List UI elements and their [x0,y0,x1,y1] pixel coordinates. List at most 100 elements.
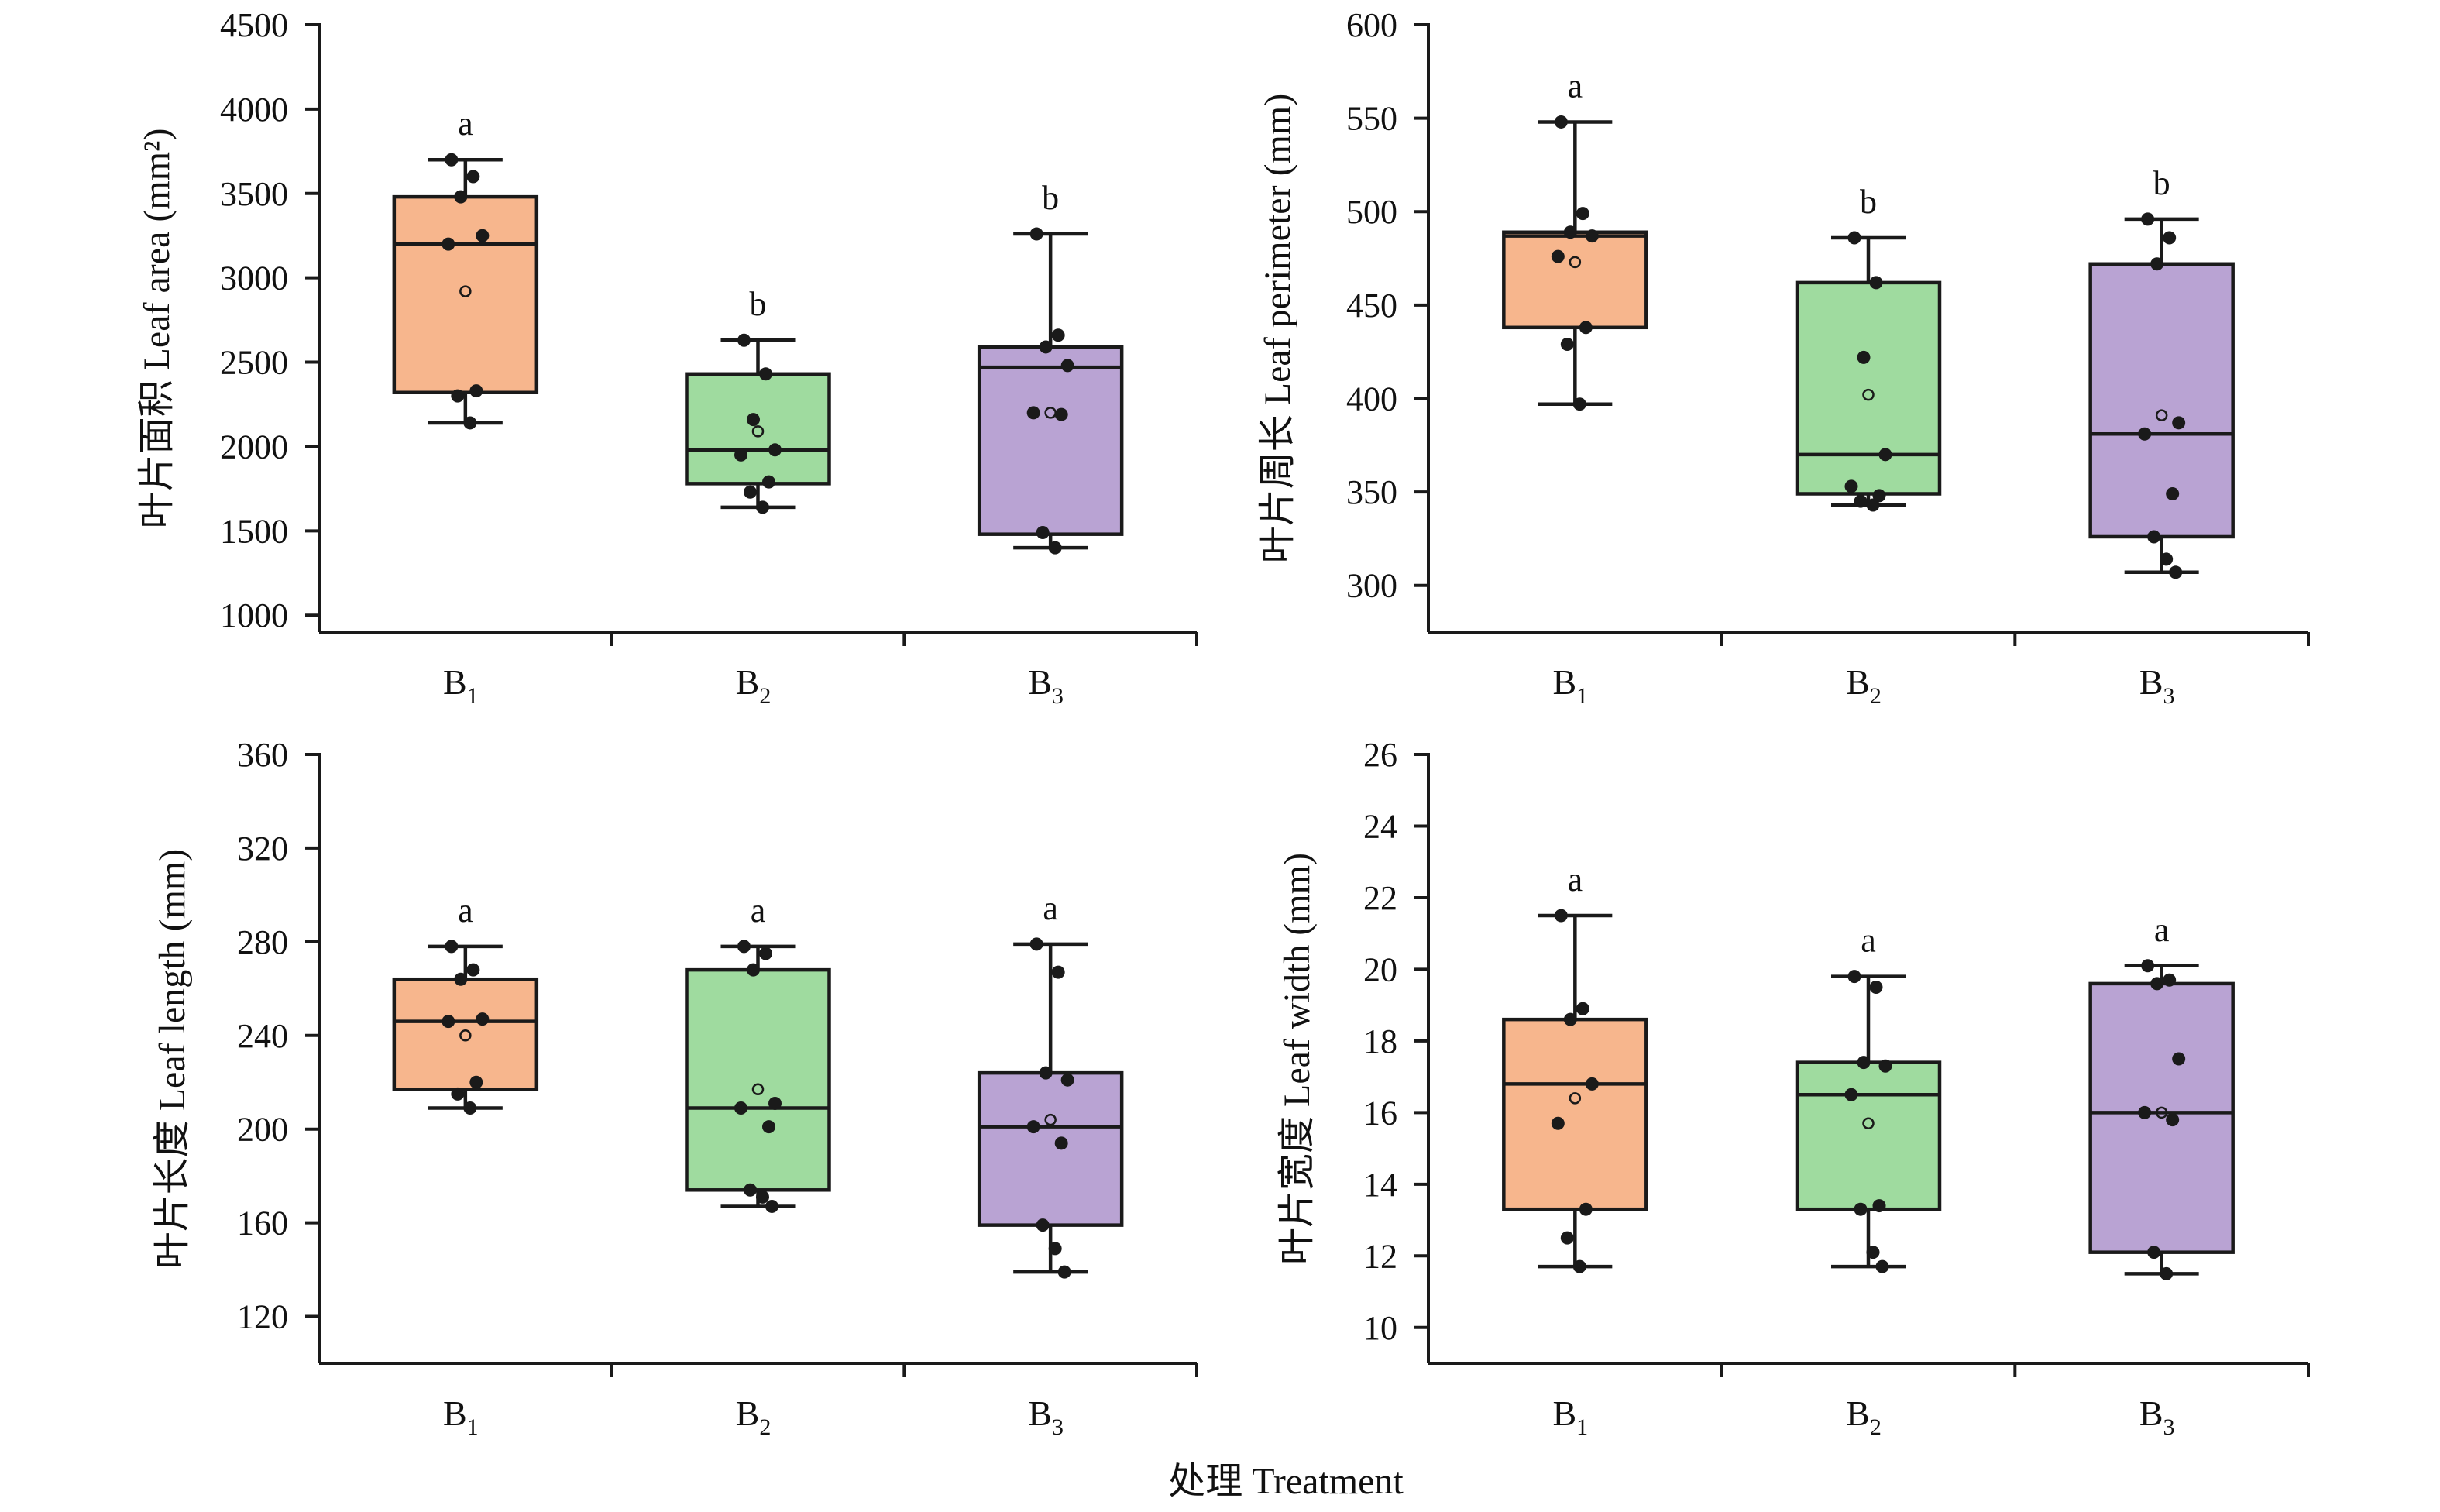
data-point [1579,321,1593,335]
data-point [1054,1136,1068,1150]
mean-marker [459,1029,472,1042]
x-category-label: B2 [736,662,772,709]
y-tick-label: 4000 [220,91,288,129]
panels-group: 1000 1500 2000 2500 3000 3500 4000 4500 叶片面积 Lea… [136,6,2310,1440]
data-point [1060,359,1074,373]
x-category-label: B3 [2139,662,2175,709]
panel-perimeter: 300 350 400 450 500 550 600 叶片周长 Leaf perimeter… [1257,6,2310,709]
x-axis-title: 处理 Treatment [1168,1461,1404,1502]
data-point [762,475,775,489]
data-point [476,1012,490,1026]
iqr-box [685,372,831,486]
data-point [1878,448,1892,462]
x-category-label: B1 [1552,662,1588,709]
box-group-b2: a [1795,922,1942,1273]
data-point [2166,1113,2180,1127]
data-point [762,1120,775,1134]
data-point [756,1190,769,1204]
x-category-label: B2 [1846,662,1882,709]
y-tick-label: 550 [1346,100,1397,138]
y-tick-label: 200 [237,1111,288,1149]
box-group-b3: a [977,889,1124,1279]
significance-letter: a [751,892,766,930]
data-point [1854,1202,1868,1216]
data-point [1551,249,1565,263]
y-tick-label: 240 [237,1017,288,1055]
y-tick-label: 160 [237,1204,288,1242]
data-point [2138,427,2152,441]
data-point [1866,498,1880,512]
data-point [744,485,757,499]
data-point [1560,338,1574,352]
box-group-b2: b [685,285,831,514]
iqr-box [1795,280,1942,496]
box-group-b1: a [392,892,539,1115]
box-group-b1: a [1502,861,1648,1273]
significance-letter: b [750,285,767,323]
data-point [454,972,468,986]
data-point [734,448,747,462]
data-point [1572,1259,1586,1273]
data-point [2147,530,2161,544]
y-axis-label: 叶片周长 Leaf perimeter (mm) [1257,94,1298,563]
data-point [445,153,459,167]
x-category-label: B1 [443,662,479,709]
data-point [1054,407,1068,421]
data-point [442,237,455,251]
panel-width: 10 12 14 16 18 20 22 24 26 叶片宽度 Leaf width (mm) a B… [1277,736,2310,1440]
data-point [1048,541,1062,555]
data-point [737,333,751,347]
data-point [2141,212,2155,226]
data-point [2138,1105,2152,1119]
data-point [768,443,782,457]
y-axis-label: 叶片面积 Leaf area (mm²) [136,129,177,529]
y-tick-label: 26 [1363,736,1397,774]
data-point [2160,552,2174,566]
data-point [2163,231,2177,245]
data-point [1029,227,1043,241]
y-tick-label: 10 [1363,1309,1397,1347]
data-point [2150,257,2164,271]
iqr-box [2088,262,2235,539]
x-category-label: B1 [1552,1393,1588,1440]
data-point [1060,1073,1074,1087]
data-point [451,389,465,403]
mean-marker [2155,409,2168,421]
data-point [759,947,772,960]
x-category-label: B3 [1028,662,1064,709]
y-tick-label: 16 [1363,1094,1397,1132]
data-point [768,1096,782,1110]
mean-marker [751,425,765,438]
box-group-b3: b [977,179,1124,555]
y-tick-label: 450 [1346,287,1397,325]
data-point [2169,565,2183,579]
y-tick-label: 280 [237,923,288,961]
mean-marker [1044,407,1057,419]
mean-marker [1569,1092,1582,1105]
data-point [734,1101,747,1115]
data-point [1585,1077,1599,1091]
data-point [1029,937,1043,951]
mean-marker [1569,256,1582,269]
x-category-label: B3 [1028,1393,1064,1440]
data-point [1869,981,1883,995]
data-point [759,367,772,381]
significance-letter: a [458,105,473,143]
y-tick-label: 18 [1363,1022,1397,1060]
y-axis-label: 叶片宽度 Leaf width (mm) [1277,853,1318,1265]
y-tick-label: 400 [1346,380,1397,418]
box-group-b3: b [2088,164,2235,579]
data-point [451,1087,465,1101]
y-tick-label: 2500 [220,344,288,382]
data-point [1572,397,1586,411]
iqr-box [1795,1060,1942,1211]
box-group-b2: b [1795,183,1942,512]
data-point [463,416,477,430]
mean-marker [1862,1117,1875,1129]
data-point [1847,231,1861,245]
data-point [1036,1218,1050,1232]
data-point [1585,229,1599,243]
y-tick-label: 1500 [220,512,288,550]
box-group-b2: a [685,892,831,1213]
box-group-b3: a [2088,911,2235,1280]
